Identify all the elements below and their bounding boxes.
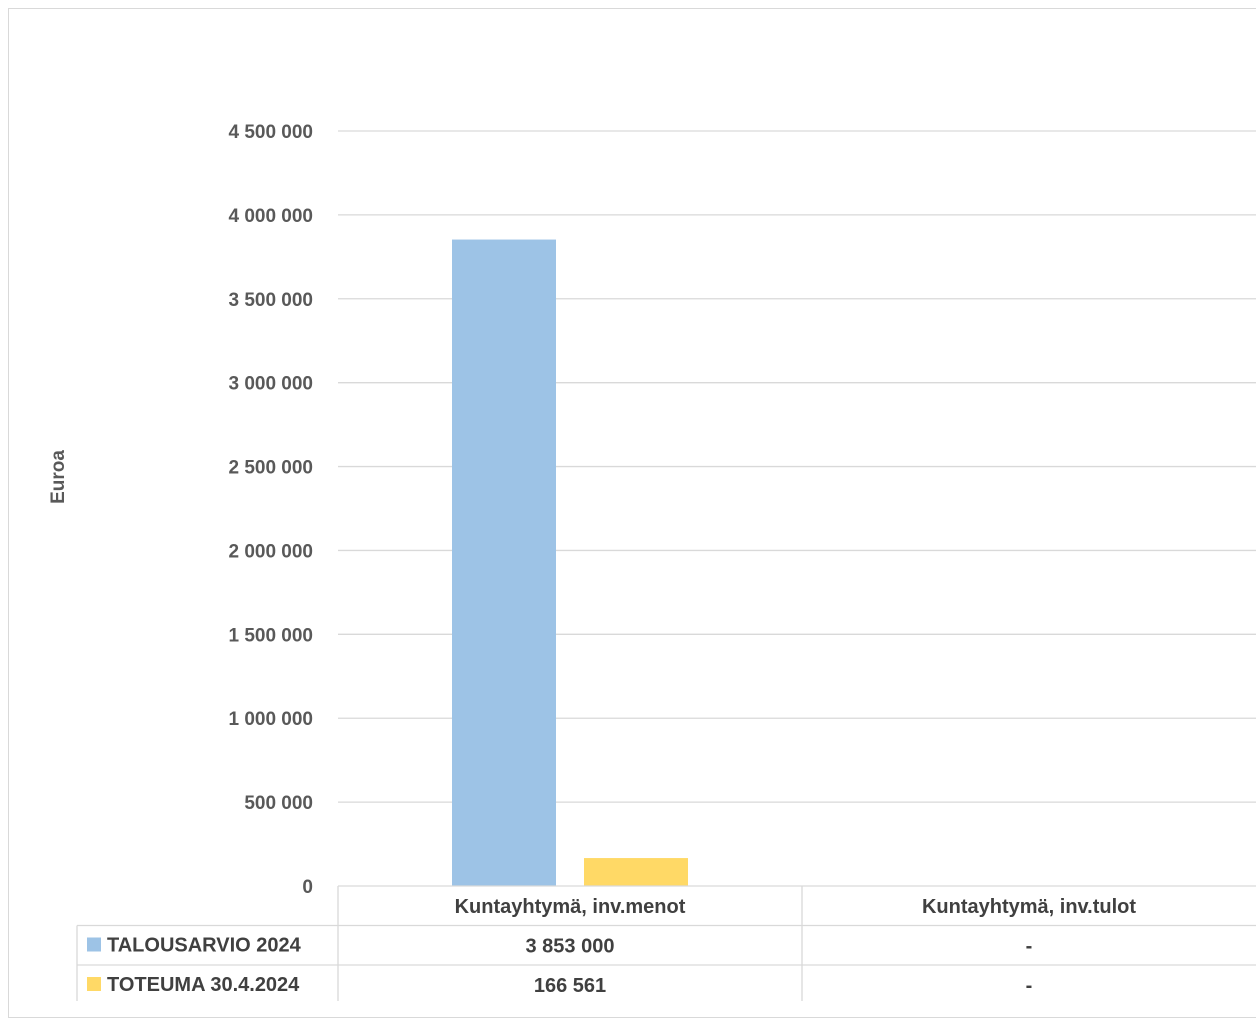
y-tick-label: 4 000 000 xyxy=(228,206,313,227)
chart-frame xyxy=(8,8,1256,1018)
legend-swatch xyxy=(87,977,101,991)
y-tick-label: 0 xyxy=(302,877,313,898)
legend-entry: TOTEUMA 30.4.2024 xyxy=(107,974,300,996)
data-label: 166 561 xyxy=(534,975,606,997)
data-label: - xyxy=(1026,975,1033,997)
y-axis-title: Euroa xyxy=(48,450,69,504)
y-tick-label: 1 500 000 xyxy=(228,625,313,646)
y-tick-label: 500 000 xyxy=(244,793,313,814)
y-tick-label: 2 500 000 xyxy=(228,458,313,479)
legend-entry: TALOUSARVIO 2024 xyxy=(107,935,302,957)
y-tick-label: 4 500 000 xyxy=(228,122,313,143)
category-label: Kuntayhtymä, inv.menot xyxy=(455,896,686,918)
legend-swatch xyxy=(87,937,101,952)
data-label: 3 853 000 xyxy=(526,936,615,958)
data-label: - xyxy=(1026,936,1033,958)
bar xyxy=(584,858,688,886)
y-tick-label: 2 000 000 xyxy=(228,541,313,562)
y-tick-label: 1 000 000 xyxy=(228,709,313,730)
y-tick-label: 3 500 000 xyxy=(228,290,313,311)
category-label: Kuntayhtymä, inv.tulot xyxy=(922,896,1136,918)
bar xyxy=(452,239,556,886)
y-tick-label: 3 000 000 xyxy=(228,374,313,395)
